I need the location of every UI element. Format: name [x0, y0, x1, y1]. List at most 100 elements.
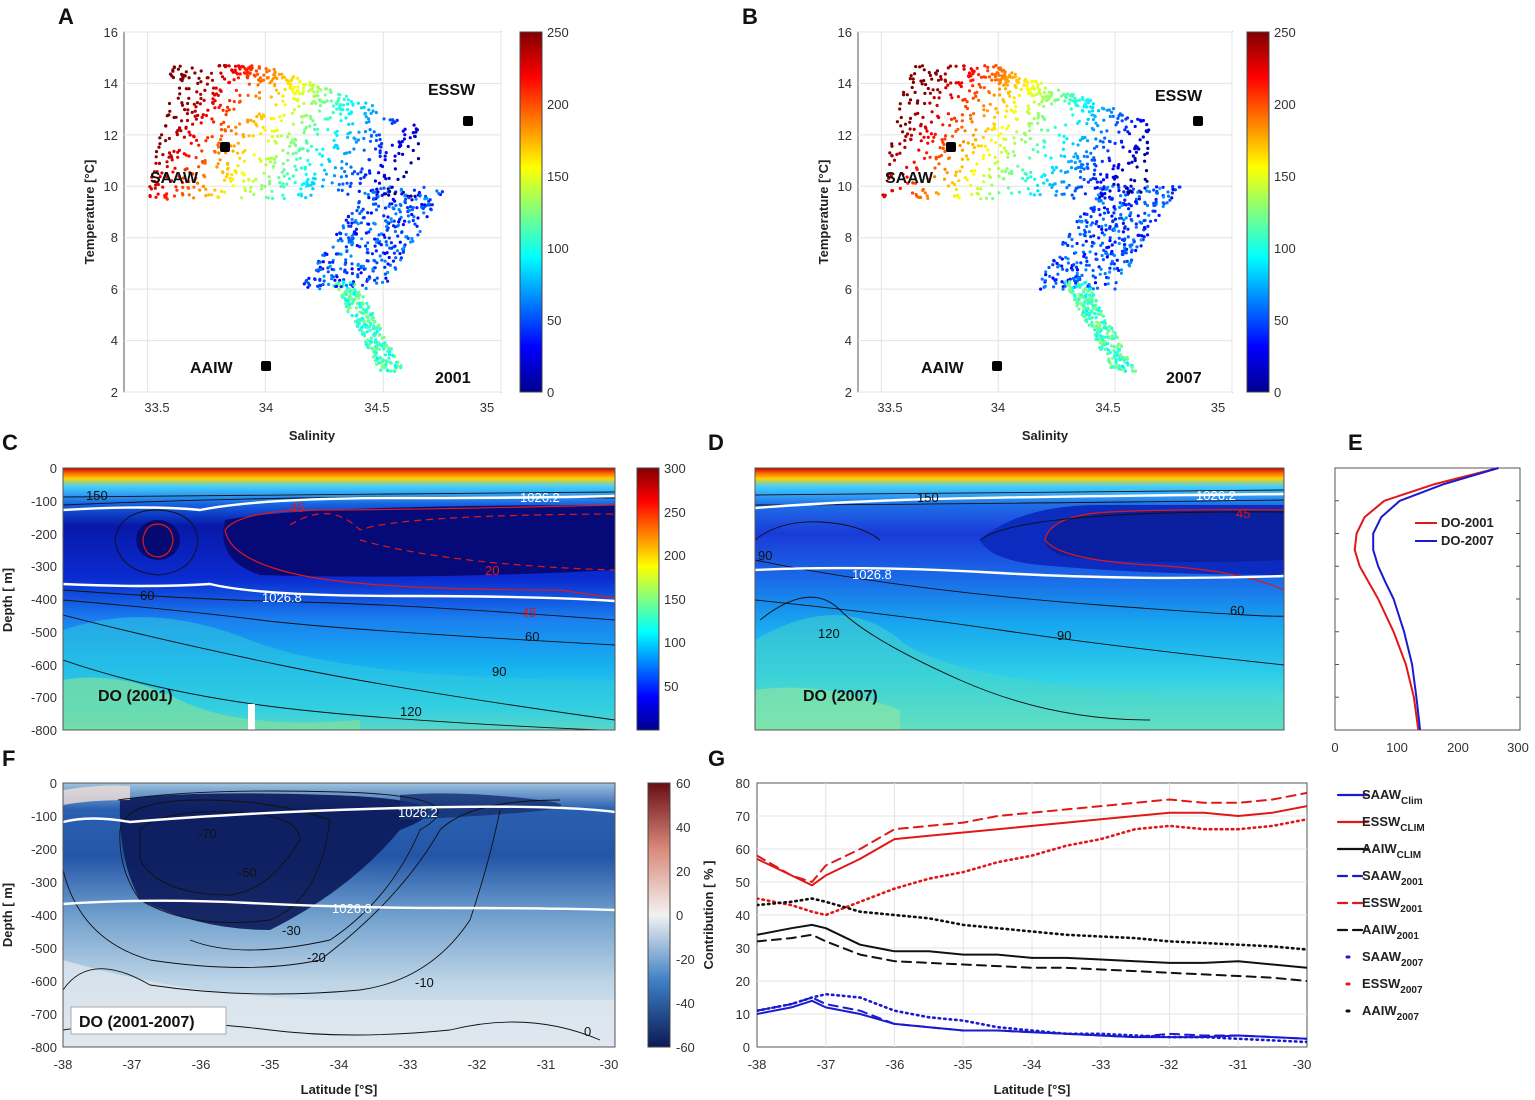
x-tick-a-0: 33.5	[144, 400, 169, 415]
ts-point	[976, 192, 981, 196]
ts-point	[1092, 205, 1096, 209]
ts-point	[977, 82, 981, 87]
ts-point	[369, 313, 373, 317]
ts-point	[1086, 101, 1091, 105]
ts-point	[170, 158, 174, 162]
ts-point	[1037, 102, 1041, 106]
ts-point	[219, 71, 223, 75]
ts-point	[347, 300, 351, 304]
ts-point	[1101, 314, 1105, 318]
ts-point	[1103, 282, 1107, 286]
ts-point	[232, 144, 236, 148]
ts-point	[1145, 185, 1149, 189]
ts-point	[969, 169, 974, 173]
ts-point	[1112, 353, 1117, 357]
ts-point	[290, 111, 295, 115]
ts-point	[1085, 150, 1089, 154]
ts-point	[954, 119, 959, 123]
ts-point	[1108, 324, 1112, 329]
ts-point	[957, 179, 961, 183]
ts-point	[1148, 219, 1153, 223]
ts-point	[323, 117, 327, 121]
ts-point	[1095, 144, 1099, 149]
ts-point	[242, 179, 246, 183]
ts-point	[1061, 287, 1065, 291]
ts-point	[181, 76, 185, 80]
ts-point	[890, 189, 895, 193]
ts-point	[1123, 184, 1127, 188]
ts-point	[1129, 250, 1134, 254]
ts-point	[1070, 193, 1074, 197]
ts-point	[396, 364, 400, 368]
ts-point	[174, 185, 178, 189]
ts-point	[1100, 241, 1105, 245]
series-line-essw-clim	[757, 805, 1307, 887]
ts-point	[1113, 331, 1117, 335]
ts-point	[332, 174, 337, 178]
ts-point	[1094, 252, 1098, 256]
ts-point	[926, 141, 930, 145]
ts-point	[929, 132, 934, 136]
ts-point	[1080, 220, 1084, 224]
ts-point	[308, 124, 312, 128]
ts-point	[235, 72, 239, 76]
ts-point	[292, 85, 296, 90]
ts-point	[979, 85, 983, 89]
ts-point	[372, 221, 376, 225]
ts-point	[347, 122, 351, 126]
ts-point	[1095, 186, 1099, 190]
ts-point	[1124, 193, 1128, 197]
ts-point	[950, 134, 955, 138]
y-tick-f-4: -400	[31, 908, 57, 923]
ts-point	[1070, 237, 1074, 242]
ts-point	[320, 154, 324, 158]
ts-point	[258, 80, 263, 84]
ts-point	[354, 219, 358, 223]
ts-point	[1091, 287, 1095, 291]
ts-point	[378, 254, 382, 258]
panel-c: C 150 60 45 20 45	[0, 430, 686, 738]
ts-point	[982, 114, 986, 118]
ts-point	[149, 187, 153, 191]
ts-point	[1090, 244, 1094, 248]
ts-point	[177, 148, 181, 152]
y-tick-f-7: -700	[31, 1007, 57, 1022]
ts-scatter-a	[148, 63, 444, 373]
ts-point	[1106, 352, 1110, 356]
ts-point	[993, 161, 997, 165]
y-ticks-c: 0 -100 -200 -300 -400 -500 -600 -700 -80…	[31, 461, 57, 738]
ts-point	[213, 99, 217, 103]
do-bottom-layer-d	[755, 687, 900, 730]
ts-point	[214, 86, 218, 90]
x-tick-e-2: 200	[1447, 740, 1469, 755]
ts-point	[294, 168, 298, 172]
ts-point	[279, 134, 284, 138]
cbar-tick-f-5: -40	[676, 996, 695, 1011]
ts-point	[356, 101, 360, 105]
ts-point	[199, 121, 203, 125]
ts-point	[308, 83, 312, 87]
ts-point	[237, 100, 242, 104]
y-tick-f-1: -100	[31, 809, 57, 824]
ts-point	[942, 177, 947, 181]
ts-point	[1070, 244, 1074, 248]
ts-point	[180, 103, 185, 107]
ts-point	[1101, 140, 1105, 144]
ts-point	[971, 84, 975, 88]
ts-point	[251, 179, 255, 183]
ts-point	[1168, 198, 1172, 202]
ts-point	[1129, 260, 1133, 265]
ts-point	[223, 77, 227, 81]
ts-point	[330, 181, 334, 185]
y-tick-b-3: 8	[845, 230, 852, 245]
ts-point	[268, 182, 272, 186]
ts-point	[1079, 293, 1084, 297]
ts-point	[1096, 109, 1101, 113]
ts-point	[1078, 232, 1082, 236]
ts-point	[371, 267, 375, 271]
ts-point	[239, 196, 244, 200]
ts-point	[352, 170, 357, 174]
ts-point	[1091, 117, 1095, 122]
ts-point	[973, 169, 977, 173]
ts-point	[1122, 260, 1127, 264]
